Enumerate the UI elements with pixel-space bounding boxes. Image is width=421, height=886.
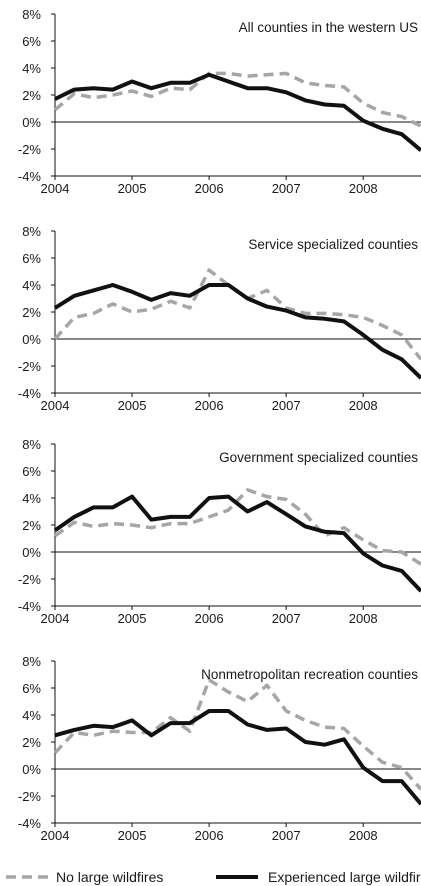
x-tick-label: 2006 <box>195 828 224 843</box>
x-tick-label: 2006 <box>195 611 224 626</box>
y-tick-label: -2% <box>18 142 42 157</box>
y-tick-label: 8% <box>22 654 41 669</box>
y-tick-label: 2% <box>22 735 41 750</box>
y-tick-label: 6% <box>22 34 41 49</box>
y-tick-label: 0% <box>22 762 41 777</box>
panel-title: All counties in the western US <box>239 20 418 35</box>
x-tick-label: 2008 <box>349 828 378 843</box>
y-tick-label: 0% <box>22 332 41 347</box>
series-line-wildfire <box>53 494 421 593</box>
y-tick-label: 8% <box>22 224 41 239</box>
x-tick-label: 2008 <box>349 611 378 626</box>
y-tick-label: 6% <box>22 464 41 479</box>
series-line-wildfire <box>53 283 421 380</box>
panel-title: Service specialized counties <box>248 237 418 252</box>
y-tick-label: 4% <box>22 278 41 293</box>
series-line-wildfire <box>54 72 421 152</box>
x-tick-label: 2004 <box>41 828 70 843</box>
series-line-wildfire <box>54 709 421 806</box>
chart-panel-4: -4% -2% 0% 2% 4% 6% 8% 2004 2005 2006 2007 2008 Nonm… <box>18 654 421 843</box>
y-tick-label: -4% <box>18 599 42 614</box>
legend-label-no-wildfires: No large wildfires <box>56 869 163 885</box>
x-tick-label: 2007 <box>272 611 301 626</box>
y-tick-label: 6% <box>22 251 41 266</box>
y-tick-label: 2% <box>22 88 41 103</box>
chart-panel-3: -4% -2% 0% 2% 4% 6% 8% 2004 2005 2006 2007 2008 Gove… <box>18 437 421 626</box>
x-tick-label: 2005 <box>118 398 147 413</box>
x-tick-label: 2005 <box>118 181 147 196</box>
chart-panel-1: -4% -2% 0% 2% 4% 6% 8% 2004 2005 2006 2007 2008 All … <box>18 7 421 196</box>
y-tick-label: 0% <box>22 545 41 560</box>
legend-label-wildfire: Experienced large wildfire <box>268 869 421 885</box>
panel-title: Government specialized counties <box>219 450 418 465</box>
y-tick-label: -2% <box>18 789 42 804</box>
x-tick-label: 2006 <box>195 398 224 413</box>
x-tick-label: 2004 <box>41 181 70 196</box>
y-tick-label: 0% <box>22 115 41 130</box>
y-tick-label: 4% <box>22 708 41 723</box>
y-tick-label: -2% <box>18 572 42 587</box>
legend: No large wildfires Experienced large wil… <box>6 869 421 885</box>
y-tick-label: -4% <box>18 169 42 184</box>
series-line-no-wildfires <box>53 71 421 128</box>
x-tick-label: 2008 <box>349 398 378 413</box>
y-tick-label: 2% <box>22 518 41 533</box>
y-tick-label: 8% <box>22 7 41 22</box>
y-tick-label: 4% <box>22 491 41 506</box>
x-tick-label: 2004 <box>41 611 70 626</box>
x-tick-label: 2007 <box>272 181 301 196</box>
panel-title: Nonmetropolitan recreation counties <box>201 667 418 682</box>
y-tick-label: -4% <box>18 386 42 401</box>
y-tick-label: -4% <box>18 816 42 831</box>
x-tick-label: 2007 <box>272 828 301 843</box>
series-line-no-wildfires <box>53 488 421 566</box>
chart-panels: -4% -2% 0% 2% 4% 6% 8% 2004 2005 2006 2007 2008 All … <box>18 7 421 843</box>
x-tick-label: 2007 <box>272 398 301 413</box>
x-tick-label: 2006 <box>195 181 224 196</box>
series-line-no-wildfires <box>53 268 421 361</box>
y-tick-label: -2% <box>18 359 42 374</box>
y-tick-label: 8% <box>22 437 41 452</box>
y-tick-label: 4% <box>22 61 41 76</box>
x-tick-label: 2004 <box>41 398 70 413</box>
x-tick-label: 2008 <box>349 181 378 196</box>
x-tick-label: 2005 <box>118 828 147 843</box>
series-line-no-wildfires <box>53 678 421 791</box>
x-tick-label: 2005 <box>118 611 147 626</box>
y-tick-label: 2% <box>22 305 41 320</box>
y-tick-label: 6% <box>22 681 41 696</box>
chart-panel-2: -4% -2% 0% 2% 4% 6% 8% 2004 2005 2006 2007 2008 Serv… <box>18 224 421 413</box>
